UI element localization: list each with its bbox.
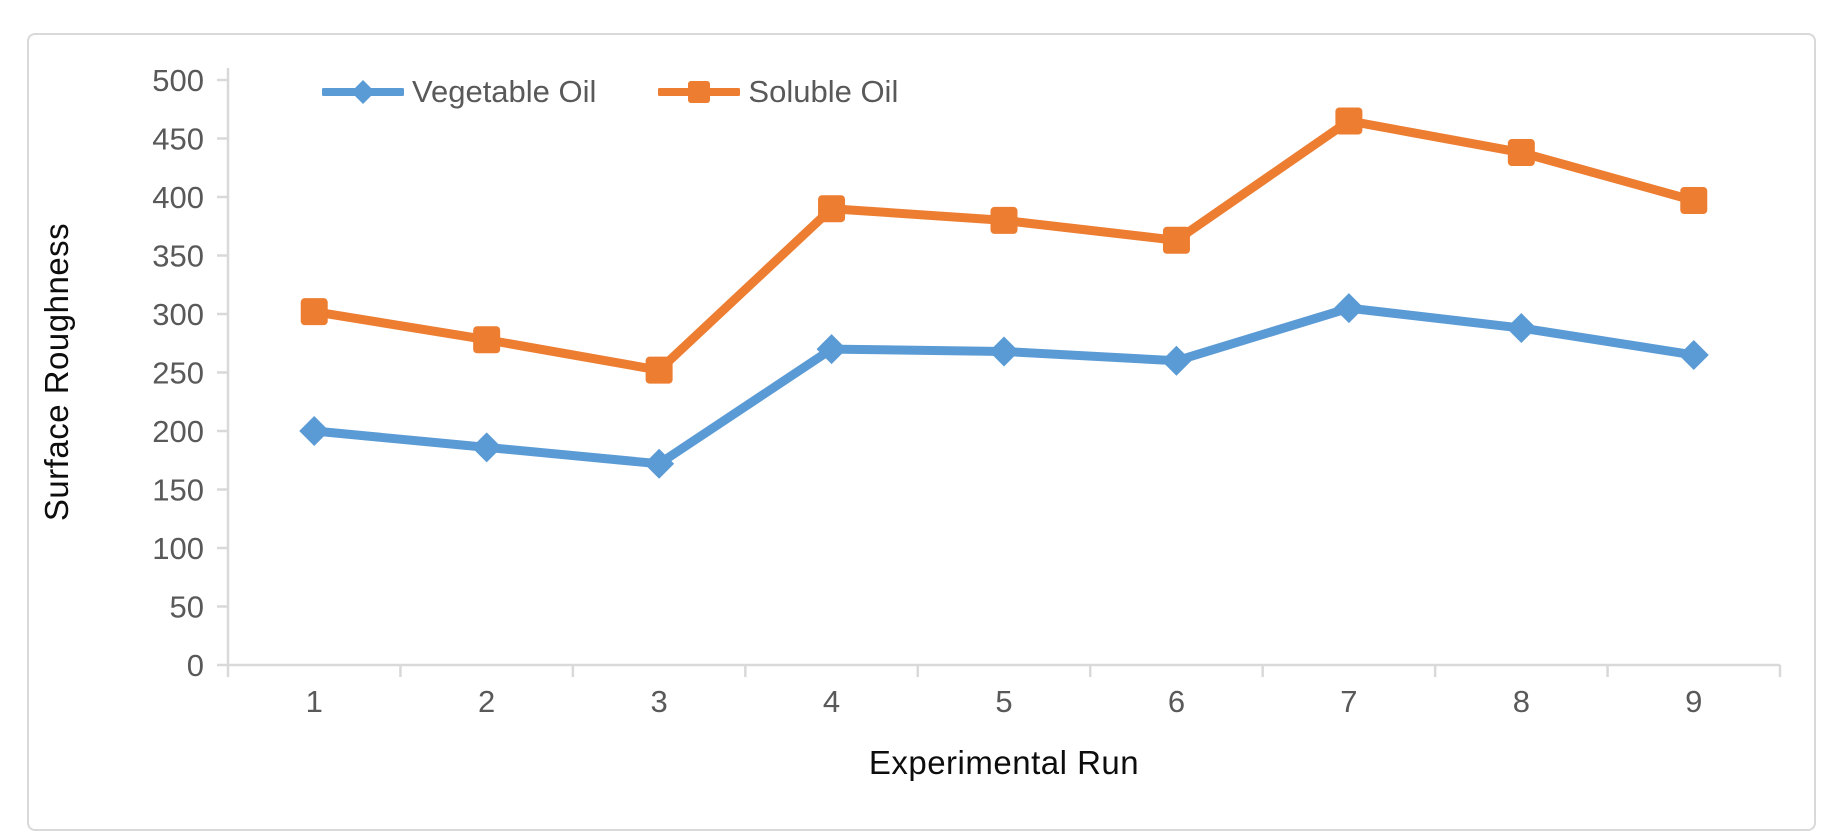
y-tick-label: 500 (152, 63, 204, 98)
series-line-vegetable-oil (309, 303, 1699, 469)
data-point-marker (1335, 107, 1363, 135)
data-point-marker (816, 334, 847, 365)
series-line-soluble-oil (309, 116, 1699, 375)
y-tick-label: 450 (152, 122, 204, 157)
y-tick-label: 50 (170, 590, 204, 625)
data-point-marker (473, 326, 501, 354)
y-tick-label: 400 (152, 180, 204, 215)
x-tick-label: 1 (306, 684, 323, 719)
x-tick-label: 7 (1340, 684, 1357, 719)
x-tick-label: 9 (1685, 684, 1702, 719)
x-tick-label: 8 (1513, 684, 1530, 719)
y-tick-label: 150 (152, 473, 204, 508)
data-point-marker (989, 336, 1019, 367)
y-axis-title: Surface Roughness (38, 222, 75, 522)
y-tick-label: 100 (152, 531, 204, 566)
x-tick-label: 2 (478, 684, 495, 719)
data-point-marker (1680, 187, 1708, 215)
data-point-marker (299, 416, 330, 446)
data-point-marker (990, 206, 1018, 234)
legend-marker-diamond-icon (322, 80, 404, 104)
x-tick-label: 3 (650, 684, 667, 719)
y-tick-label: 200 (152, 414, 204, 449)
data-point-marker (471, 432, 502, 463)
data-point-marker (1333, 293, 1364, 324)
data-point-marker (300, 298, 328, 326)
legend-item-soluble-oil: Soluble Oil (658, 74, 898, 110)
data-point-marker (1507, 139, 1535, 167)
data-point-marker (818, 195, 846, 223)
legend-marker-square-icon (658, 81, 741, 103)
data-point-marker (644, 448, 675, 479)
x-tick-label: 5 (995, 684, 1012, 719)
legend-label: Soluble Oil (748, 74, 899, 109)
x-tick-label: 4 (823, 684, 840, 719)
y-tick-label: 300 (152, 297, 204, 332)
x-tick-label: 6 (1168, 684, 1185, 719)
data-point-marker (645, 356, 673, 384)
chart-legend: Vegetable Oil Soluble Oil (322, 74, 898, 110)
y-tick-label: 350 (152, 239, 204, 274)
data-point-marker (1162, 226, 1190, 254)
y-tick-label: 250 (152, 356, 204, 391)
data-point-marker (1161, 345, 1192, 376)
legend-item-vegetable-oil: Vegetable Oil (322, 74, 596, 110)
data-point-marker (1678, 339, 1709, 370)
data-point-marker (1506, 313, 1537, 344)
legend-label: Vegetable Oil (412, 74, 597, 109)
y-tick-label: 0 (187, 648, 204, 683)
x-axis-title: Experimental Run (868, 744, 1140, 781)
